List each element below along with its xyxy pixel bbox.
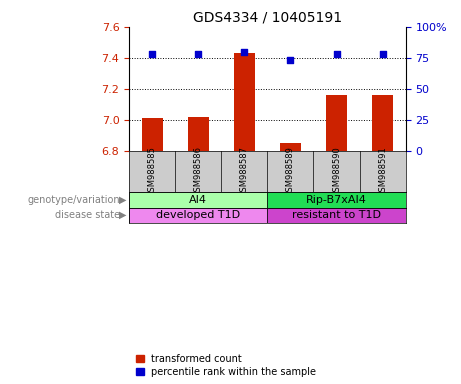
Text: AI4: AI4: [189, 195, 207, 205]
Text: ▶: ▶: [119, 195, 127, 205]
Text: GSM988591: GSM988591: [378, 146, 387, 197]
Bar: [267, 207, 406, 223]
Bar: [234, 53, 254, 151]
Text: GSM988585: GSM988585: [148, 146, 157, 197]
Text: GSM988589: GSM988589: [286, 146, 295, 197]
Text: GSM988587: GSM988587: [240, 146, 249, 197]
Text: GSM988590: GSM988590: [332, 146, 341, 197]
Bar: [142, 118, 163, 151]
Text: resistant to T1D: resistant to T1D: [292, 210, 381, 220]
Point: [333, 51, 340, 57]
Text: genotype/variation: genotype/variation: [27, 195, 120, 205]
Title: GDS4334 / 10405191: GDS4334 / 10405191: [193, 10, 342, 24]
Text: Rip-B7xAI4: Rip-B7xAI4: [306, 195, 367, 205]
Point: [379, 51, 386, 57]
Bar: [326, 95, 347, 151]
Point: [148, 51, 156, 57]
Point: [195, 51, 202, 57]
Text: developed T1D: developed T1D: [156, 210, 240, 220]
Bar: [267, 192, 406, 207]
Point: [241, 49, 248, 55]
Bar: [188, 117, 208, 151]
Text: disease state: disease state: [55, 210, 120, 220]
Point: [287, 57, 294, 63]
Bar: [129, 207, 267, 223]
Bar: [129, 192, 267, 207]
Legend: transformed count, percentile rank within the sample: transformed count, percentile rank withi…: [134, 353, 319, 379]
Bar: [280, 143, 301, 151]
Text: GSM988586: GSM988586: [194, 146, 203, 197]
Text: ▶: ▶: [119, 210, 127, 220]
Bar: [372, 95, 393, 151]
